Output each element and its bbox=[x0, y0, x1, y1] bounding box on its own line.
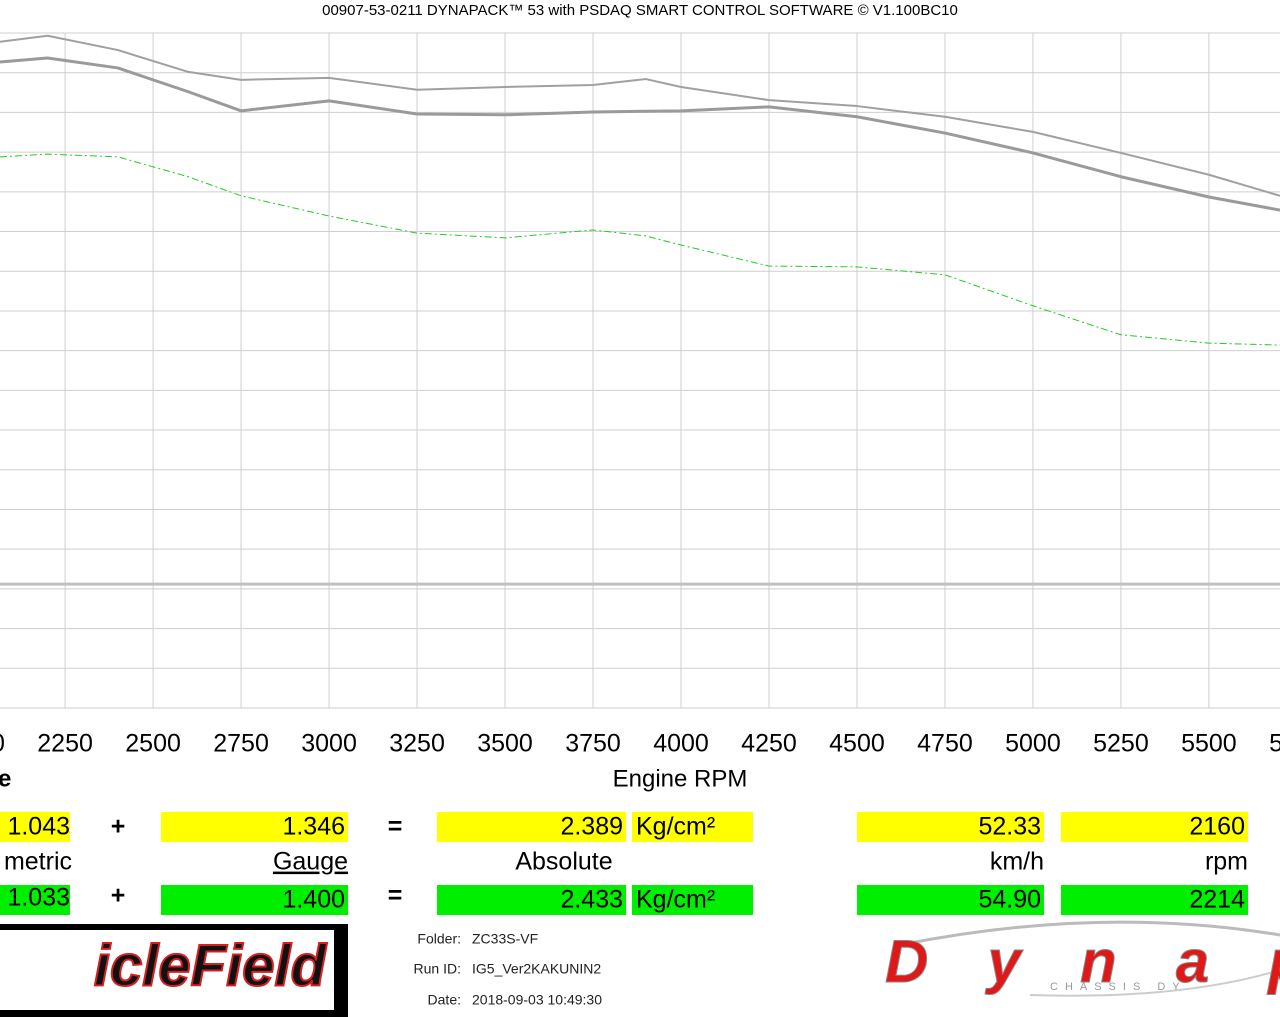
x-tick-label: 2500 bbox=[125, 730, 181, 758]
operator: = bbox=[388, 813, 403, 841]
value: 1.346 bbox=[282, 813, 345, 841]
logo-swoosh bbox=[899, 920, 1280, 947]
x-tick-label: 3250 bbox=[389, 730, 445, 758]
label: Gauge bbox=[273, 848, 348, 876]
line-series bbox=[0, 34, 1280, 197]
info-label: Run ID: bbox=[414, 961, 461, 977]
info-value: 2018-09-03 10:49:30 bbox=[472, 992, 602, 1008]
label: rpm bbox=[1205, 848, 1248, 876]
x-tick-label: 3000 bbox=[301, 730, 357, 758]
value: 1.033 bbox=[7, 884, 70, 912]
value: 52.33 bbox=[978, 813, 1041, 841]
x-tick-label: 4500 bbox=[829, 730, 885, 758]
label: km/h bbox=[990, 848, 1044, 876]
x-tick-label: 2000 bbox=[0, 730, 5, 758]
info-label: Date: bbox=[428, 992, 461, 1008]
box bbox=[1061, 885, 1248, 915]
readout: 1.043 + 1.346 = 2.389 Kg/cm² 52.33 2160 … bbox=[0, 812, 1248, 915]
logo-subtext: CHASSIS DY bbox=[1050, 981, 1187, 993]
x-tick-label: 3500 bbox=[477, 730, 533, 758]
x-tick-label: 4000 bbox=[653, 730, 709, 758]
value: 1.400 bbox=[282, 886, 345, 914]
x-tick-label: 3750 bbox=[565, 730, 621, 758]
x-tick-label: 4750 bbox=[917, 730, 973, 758]
chart-title: 00907-53-0211 DYNAPACK™ 53 with PSDAQ SM… bbox=[322, 2, 958, 19]
label: metric bbox=[4, 848, 72, 876]
x-tick-label: 5500 bbox=[1181, 730, 1237, 758]
logo-swoosh bbox=[1029, 969, 1280, 997]
line-series bbox=[0, 153, 1280, 346]
x-tick-label: 5250 bbox=[1093, 730, 1149, 758]
value: 54.90 bbox=[978, 886, 1041, 914]
box bbox=[857, 885, 1044, 915]
logo-text: icleField bbox=[94, 933, 328, 998]
box bbox=[437, 885, 626, 915]
box bbox=[437, 812, 626, 842]
unit: Kg/cm² bbox=[636, 813, 715, 841]
y-axis-label: e bbox=[0, 765, 11, 792]
x-tick-label: 2750 bbox=[213, 730, 269, 758]
logo-panel bbox=[0, 930, 334, 1010]
plot-lines bbox=[0, 34, 1280, 586]
x-tick-label: 5000 bbox=[1005, 730, 1061, 758]
info-value: IG5_Ver2KAKUNIN2 bbox=[472, 961, 601, 977]
operator: = bbox=[388, 882, 403, 910]
line-series bbox=[0, 56, 1280, 212]
box bbox=[857, 812, 1044, 842]
value: 2.433 bbox=[560, 886, 623, 914]
value: 2214 bbox=[1189, 886, 1245, 914]
x-tick-label: 4250 bbox=[741, 730, 797, 758]
label: Absolute bbox=[515, 848, 612, 876]
x-tick-label: 2250 bbox=[37, 730, 93, 758]
unit: Kg/cm² bbox=[636, 886, 715, 914]
x-ticks: 2000 2250 2500 2750 3000 3250 3500 3750 4000 4250… bbox=[0, 730, 1280, 758]
info-value: ZC33S-VF bbox=[472, 931, 538, 947]
x-tick-label: 5750 bbox=[1269, 730, 1280, 758]
box bbox=[632, 812, 753, 842]
grid bbox=[0, 32, 1280, 709]
box bbox=[0, 885, 70, 915]
value: 2.389 bbox=[560, 813, 623, 841]
info-label: Folder: bbox=[417, 931, 461, 947]
operator: + bbox=[111, 813, 126, 841]
value: 1.043 bbox=[7, 813, 70, 841]
box bbox=[161, 812, 348, 842]
x-axis-label: Engine RPM bbox=[613, 765, 748, 792]
value: 2160 bbox=[1189, 813, 1245, 841]
box bbox=[632, 885, 753, 915]
box bbox=[0, 812, 70, 842]
box bbox=[1061, 812, 1248, 842]
run-info: Folder: ZC33S-VF Run ID: IG5_Ver2KAKUNIN… bbox=[414, 931, 603, 1008]
box bbox=[161, 885, 348, 915]
operator: + bbox=[111, 882, 126, 910]
